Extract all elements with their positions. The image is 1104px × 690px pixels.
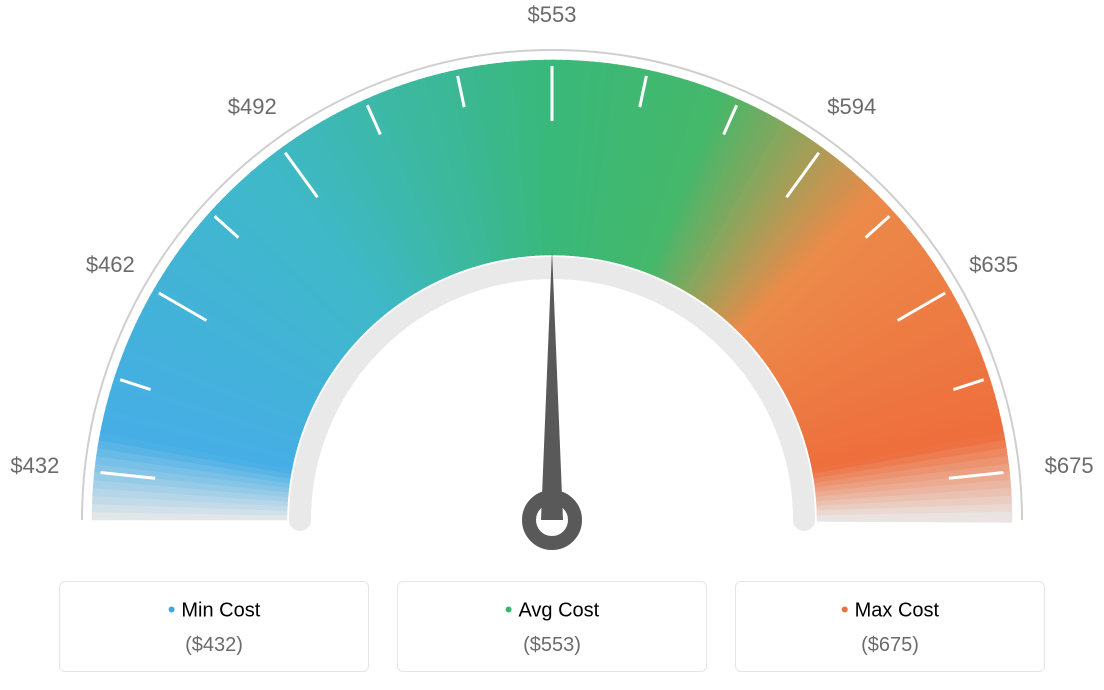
legend-value-max: ($675) bbox=[746, 634, 1034, 657]
legend-title-avg-text: Avg Cost bbox=[518, 599, 599, 621]
gauge-tick-label: $675 bbox=[1045, 453, 1094, 479]
gauge-chart: $432 $462 $492 $553 $594 $635 $675 bbox=[0, 0, 1104, 560]
legend-value-min: ($432) bbox=[70, 634, 358, 657]
legend-title-min: •Min Cost bbox=[70, 598, 358, 624]
gauge-tick-label: $553 bbox=[528, 2, 577, 28]
legend-title-max-text: Max Cost bbox=[855, 599, 939, 621]
legend-title-max: • Max Cost bbox=[746, 598, 1034, 624]
legend-row: •Min Cost ($432) •Avg Cost ($553) •Max C… bbox=[0, 581, 1104, 672]
gauge-tick-label: $635 bbox=[969, 252, 1018, 278]
legend-title-avg: •Avg Cost bbox=[408, 598, 696, 624]
gauge-tick-label: $492 bbox=[228, 94, 277, 120]
legend-card-avg: •Avg Cost ($553) bbox=[397, 581, 707, 672]
gauge-tick-label: $432 bbox=[10, 453, 59, 479]
gauge-svg bbox=[0, 0, 1104, 560]
legend-card-max: • Max Cost ($675) bbox=[735, 581, 1045, 672]
legend-card-min: •Min Cost ($432) bbox=[59, 581, 369, 672]
dot-icon: • bbox=[168, 597, 176, 622]
dot-icon: • bbox=[505, 597, 513, 622]
legend-value-avg: ($553) bbox=[408, 634, 696, 657]
legend-title-min-text: Min Cost bbox=[181, 599, 260, 621]
dot-icon: • bbox=[841, 597, 849, 622]
gauge-tick-label: $594 bbox=[827, 94, 876, 120]
gauge-tick-label: $462 bbox=[86, 252, 135, 278]
